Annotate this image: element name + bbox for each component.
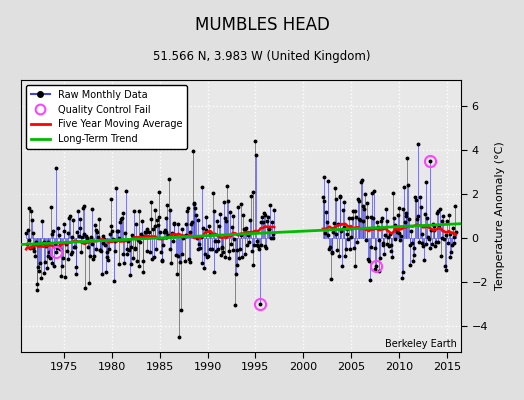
Text: MUMBLES HEAD: MUMBLES HEAD (194, 16, 330, 34)
Legend: Raw Monthly Data, Quality Control Fail, Five Year Moving Average, Long-Term Tren: Raw Monthly Data, Quality Control Fail, … (26, 85, 187, 149)
Text: Berkeley Earth: Berkeley Earth (385, 339, 457, 349)
Text: 51.566 N, 3.983 W (United Kingdom): 51.566 N, 3.983 W (United Kingdom) (153, 50, 371, 63)
Y-axis label: Temperature Anomaly (°C): Temperature Anomaly (°C) (495, 142, 505, 290)
